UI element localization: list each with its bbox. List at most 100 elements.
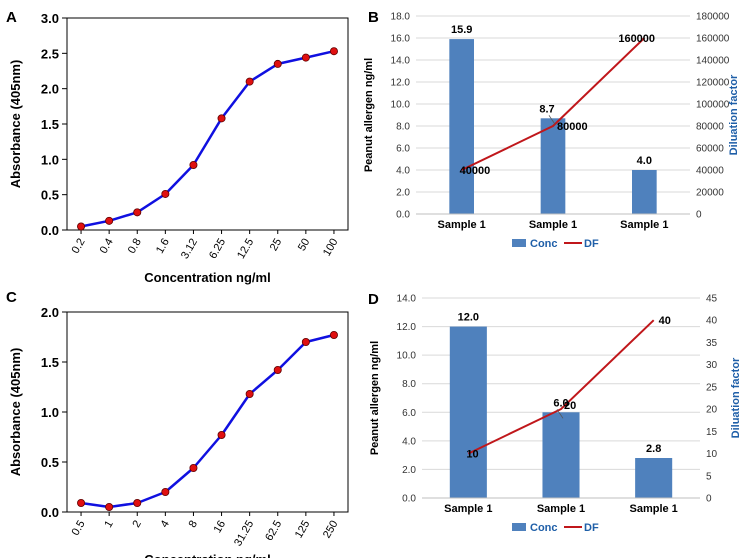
panel-a-standard-curve: 0.0 0.5 1.0 1.5 2.0 2.5 3.0 0.2 0.4 0.8 1.6 3.12 6.2… (8, 11, 349, 285)
x-tick-label: 0.4 (98, 237, 116, 256)
y-tick-label: 12.0 (397, 322, 417, 333)
y-right-tick-label: 0 (696, 210, 702, 221)
y-right-tick-label: 40000 (696, 166, 724, 177)
df-data-label: 160000 (618, 33, 655, 45)
data-point (301, 337, 310, 346)
y-tick-label: 1.5 (41, 355, 59, 370)
absorbance-line (80, 49, 335, 228)
panel-b-bar-line-chart: 0.0 2.0 4.0 6.0 8.0 10.0 12.0 14.0 16.0 18.0 0 2000… (363, 12, 740, 251)
x-axis-title: Concentration ng/ml (144, 270, 270, 285)
x-tick-label: 1.6 (154, 237, 172, 256)
x-tick-label: 1 (102, 519, 115, 530)
conc-bar (449, 326, 487, 498)
data-point (217, 114, 226, 123)
data-point (161, 487, 170, 496)
legend-conc-swatch (512, 523, 526, 531)
y-tick-label: 10.0 (391, 100, 411, 111)
y-axis-title: Peanut allergen ng/ml (363, 58, 375, 172)
plot-frame (66, 17, 349, 231)
y-axis-title: Absorbance (405nm) (8, 348, 23, 477)
df-line (467, 319, 655, 455)
y-tick-label: 8.0 (402, 379, 416, 390)
y-tick-label: 3.0 (41, 11, 59, 26)
y-tick-label: 4.0 (396, 166, 410, 177)
data-point (77, 498, 86, 507)
y-tick-label: 2.0 (396, 188, 410, 199)
y-tick-label: 1.5 (41, 117, 59, 132)
x-tick-label: 0.5 (70, 519, 88, 538)
x-tick-label: 0.2 (70, 237, 88, 256)
data-point (189, 463, 198, 472)
x-tick-label: 25 (268, 237, 285, 254)
data-point (329, 47, 338, 56)
y-right-tick-label: 5 (706, 471, 712, 482)
y-tick-label: 16.0 (391, 34, 411, 45)
y-tick-label: 0.0 (41, 223, 59, 238)
x-tick-label: 100 (321, 237, 341, 259)
data-point (77, 222, 86, 231)
x-tick-label: Sample 1 (529, 219, 577, 231)
y-tick-label: 18.0 (391, 12, 411, 23)
panel-letter-c: C (6, 289, 17, 306)
y-right-axis-title: Diluation factor (728, 74, 740, 155)
x-tick-label: 31.25 (232, 519, 256, 549)
y-right-axis-title: Diluation factor (730, 357, 742, 438)
x-tick-label: 12.5 (235, 237, 256, 262)
y-tick-label: 12.0 (391, 78, 411, 89)
y-right-tick-label: 80000 (696, 122, 724, 133)
x-tick-label: Sample 1 (444, 503, 492, 515)
y-tick-label: 2.0 (41, 305, 59, 320)
y-tick-label: 1.0 (41, 152, 59, 167)
legend-conc-label: Conc (530, 522, 558, 534)
x-axis-title: Concentration ng/ml (144, 552, 270, 558)
y-tick-label: 10.0 (397, 351, 417, 362)
y-tick-label: 14.0 (397, 294, 417, 305)
df-line (461, 37, 645, 171)
y-axis-title: Peanut allergen ng/ml (369, 341, 381, 455)
x-tick-label: 3.12 (179, 237, 200, 262)
df-data-label: 20 (564, 400, 576, 412)
df-data-label: 40 (659, 315, 671, 327)
x-tick-label: 8 (187, 519, 200, 530)
data-point (189, 160, 198, 169)
y-tick-label: 2.0 (402, 465, 416, 476)
legend-conc-swatch (512, 239, 526, 247)
y-right-tick-label: 20000 (696, 188, 724, 199)
conc-bar (540, 118, 566, 214)
conc-data-label: 6.0 (553, 397, 568, 409)
conc-bar (635, 458, 673, 498)
legend-df-label: DF (584, 522, 599, 534)
y-tick-label: 6.0 (396, 144, 410, 155)
x-tick-label: 6.25 (207, 237, 228, 262)
y-right-tick-label: 60000 (696, 144, 724, 155)
conc-bar (542, 412, 580, 498)
x-tick-label: 50 (296, 237, 313, 254)
y-right-tick-label: 25 (706, 382, 718, 393)
y-right-tick-label: 20 (706, 405, 718, 416)
legend-conc-label: Conc (530, 238, 558, 250)
data-point (105, 216, 114, 225)
y-right-tick-label: 100000 (696, 100, 730, 111)
y-tick-label: 0.0 (396, 210, 410, 221)
x-tick-label: Sample 1 (630, 503, 678, 515)
data-point (245, 389, 254, 398)
x-tick-label: Sample 1 (620, 219, 668, 231)
conc-data-label: 8.7 (539, 103, 554, 115)
x-tick-label: 62.5 (263, 519, 284, 544)
x-tick-label: 250 (321, 519, 341, 541)
data-point (133, 498, 142, 507)
data-point (329, 330, 338, 339)
data-point (245, 77, 254, 86)
x-tick-label: 16 (212, 519, 229, 536)
y-tick-label: 0.5 (41, 188, 59, 203)
panel-d-bar-line-chart: 0.0 2.0 4.0 6.0 8.0 10.0 12.0 14.0 0 5 10 15 20 25 30 3… (369, 294, 742, 535)
x-tick-label: Sample 1 (438, 219, 486, 231)
y-right-tick-label: 15 (706, 427, 718, 438)
y-right-tick-label: 180000 (696, 12, 730, 23)
y-right-tick-label: 30 (706, 360, 718, 371)
y-tick-label: 2.5 (41, 46, 59, 61)
legend-df-label: DF (584, 238, 599, 250)
y-right-tick-label: 10 (706, 449, 718, 460)
x-tick-label: 4 (158, 519, 171, 530)
panel-letter-d: D (368, 291, 379, 308)
